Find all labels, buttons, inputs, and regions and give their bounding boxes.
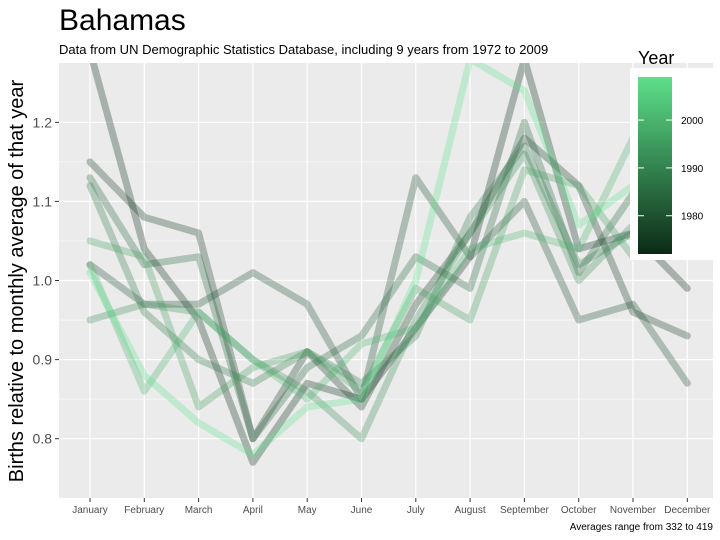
x-tick-label: December [664, 505, 711, 516]
x-tick-label: January [72, 505, 108, 516]
series-line-2009 [86, 63, 691, 458]
y-tick-label: 1.2 [33, 114, 53, 130]
legend-colorbar [638, 77, 672, 254]
y-tick-label: 0.9 [33, 352, 53, 368]
x-tick-label: October [561, 505, 597, 516]
chart-caption: Averages range from 332 to 419 [570, 522, 714, 533]
series-line-1992 [86, 126, 691, 443]
series-line-2000 [86, 134, 691, 403]
series-line-1984 [86, 118, 691, 443]
chart-title: Bahamas [59, 4, 186, 37]
y-axis-ticks: 0.8 0.9 1.0 1.1 1.2 [33, 114, 59, 447]
x-tick-label: March [185, 505, 213, 516]
y-axis-label: Births relative to monthly average of th… [6, 79, 28, 482]
x-tick-label: November [610, 505, 657, 516]
y-tick-label: 1.1 [33, 193, 53, 209]
x-axis-ticks: January February March April May June July Augu… [72, 498, 711, 516]
series-line-1975 [86, 134, 691, 443]
legend-tick-label: 1980 [681, 212, 704, 223]
x-tick-label: February [124, 505, 164, 516]
legend-tick-label: 2000 [681, 116, 704, 127]
series-line-1980 [86, 174, 691, 403]
legend-tick-label: 1990 [681, 164, 704, 175]
series-line-1996 [86, 166, 691, 411]
x-tick-label: May [298, 505, 317, 516]
grid-lines [59, 63, 713, 498]
legend-ticks: 1980 1990 2000 [638, 116, 704, 223]
x-tick-label: April [243, 505, 263, 516]
legend-title: Year [638, 48, 674, 68]
x-tick-label: June [351, 505, 373, 516]
x-tick-label: September [500, 505, 550, 516]
series-lines [86, 63, 691, 466]
y-tick-label: 1.0 [33, 273, 53, 289]
chart-subtitle: Data from UN Demographic Statistics Data… [59, 42, 548, 57]
x-tick-label: July [407, 505, 425, 516]
y-tick-label: 0.8 [33, 431, 53, 447]
series-line-1972 [89, 63, 691, 466]
x-tick-label: August [455, 505, 486, 516]
series-line-1988 [86, 142, 691, 387]
